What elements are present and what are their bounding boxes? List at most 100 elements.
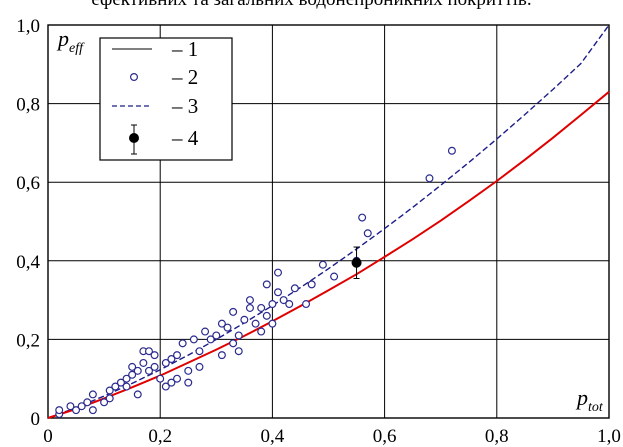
series-2-point (274, 288, 283, 297)
series-2-point (100, 398, 109, 407)
series-2-point (290, 284, 299, 293)
series-2-point (234, 331, 243, 340)
series-2-point (55, 406, 64, 415)
series-2-point (363, 229, 372, 238)
series-2-point (217, 351, 226, 360)
series-2-point (156, 374, 165, 383)
x-tick-label: 0 (43, 426, 53, 447)
series-layer (47, 24, 610, 419)
series-2-point (77, 402, 86, 411)
y-tick-label: 0,4 (16, 252, 40, 273)
series-2-point (358, 213, 367, 222)
legend: – 1 – 2 – 3 – 4 (99, 37, 233, 161)
series-2-point (189, 335, 198, 344)
series-2-point (234, 347, 243, 356)
x-axis-label: ptot (575, 385, 604, 415)
x-tick-label: 0,2 (148, 426, 172, 447)
x-tick-label: 0,6 (373, 426, 397, 447)
series-2-point (161, 382, 170, 391)
series-2-point (184, 366, 193, 375)
series-2-point (251, 319, 260, 328)
plot-frame (47, 24, 610, 419)
legend-label-3: – 3 (171, 94, 198, 118)
series-2-point (178, 339, 187, 348)
x-tick-label: 0,8 (485, 426, 509, 447)
series-2-point (229, 339, 238, 348)
series-2-point (133, 390, 142, 399)
series-2-point (262, 311, 271, 320)
series-2-point (245, 296, 254, 305)
series-2-point (111, 382, 120, 391)
series-2-point (173, 374, 182, 383)
series-2-point (144, 366, 153, 375)
series-2-point (105, 394, 114, 403)
series-2-point (128, 370, 137, 379)
series-2-point (262, 280, 271, 289)
series-2-point (257, 327, 266, 336)
series-2-point (66, 402, 75, 411)
series-2-point (307, 280, 316, 289)
y-axis-label: peff (56, 26, 85, 56)
series-2-point (195, 347, 204, 356)
series-2-point (167, 378, 176, 387)
series-2-point (144, 347, 153, 356)
series-2-point (245, 303, 254, 312)
series-2-point (229, 307, 238, 316)
series-2-point (217, 319, 226, 328)
series-2-point (88, 406, 97, 415)
series-2-point (72, 406, 81, 415)
series-2-point (122, 382, 131, 391)
y-tick-labels: 0 0,2 0,4 0,6 0,8 1,0 (16, 16, 40, 430)
series-2-point (318, 260, 327, 269)
y-tick-label: 0 (31, 409, 41, 430)
legend-box (99, 37, 233, 161)
y-tick-label: 0,2 (16, 330, 40, 351)
series-2-point (150, 351, 159, 360)
y-tick-label: 0,8 (16, 95, 40, 116)
plot-border (47, 24, 610, 419)
x-tick-label: 1,0 (597, 426, 621, 447)
series-1-line (47, 91, 610, 419)
series-4-point (351, 246, 362, 279)
series-2-point (223, 323, 232, 332)
series-2-point (425, 174, 434, 183)
series-2-point (201, 327, 210, 336)
series-2-point (212, 331, 221, 340)
caption-fragment: ефективних та загальних водонепроникних … (0, 0, 623, 11)
series-2-point (268, 319, 277, 328)
x-tick-label: 0,4 (261, 426, 285, 447)
series-2-point (139, 358, 148, 367)
legend-label-4: – 4 (171, 126, 199, 150)
series-2-point (274, 268, 283, 277)
series-2-point (105, 386, 114, 395)
series-2-point (330, 272, 339, 281)
series-2-point (150, 362, 159, 371)
series-2-point (279, 296, 288, 305)
y-tick-label: 0,6 (16, 173, 40, 194)
series-2-point (128, 362, 137, 371)
legend-marker-4 (129, 124, 139, 155)
legend-label-1: – 1 (171, 37, 198, 61)
series-2-point (206, 335, 215, 344)
series-2-point (133, 366, 142, 375)
series-2-point (447, 146, 456, 155)
legend-label-2: – 2 (171, 65, 198, 89)
legend-marker-2 (130, 72, 139, 81)
x-tick-labels: 0 0,2 0,4 0,6 0,8 1,0 (43, 426, 621, 447)
series-2-point (173, 351, 182, 360)
series-2-point (116, 378, 125, 387)
series-2-point (257, 303, 266, 312)
series-2-point (268, 300, 277, 309)
series-3-line (47, 24, 610, 419)
series-2-point (240, 315, 249, 324)
series-2-point (302, 300, 311, 309)
series-2-point (167, 355, 176, 364)
series-2-point (161, 358, 170, 367)
series-2-point (122, 374, 131, 383)
series-2-point (285, 300, 294, 309)
series-2-point (195, 362, 204, 371)
series-2-point (83, 398, 92, 407)
y-tick-label: 1,0 (16, 16, 40, 37)
series-2-point (88, 390, 97, 399)
